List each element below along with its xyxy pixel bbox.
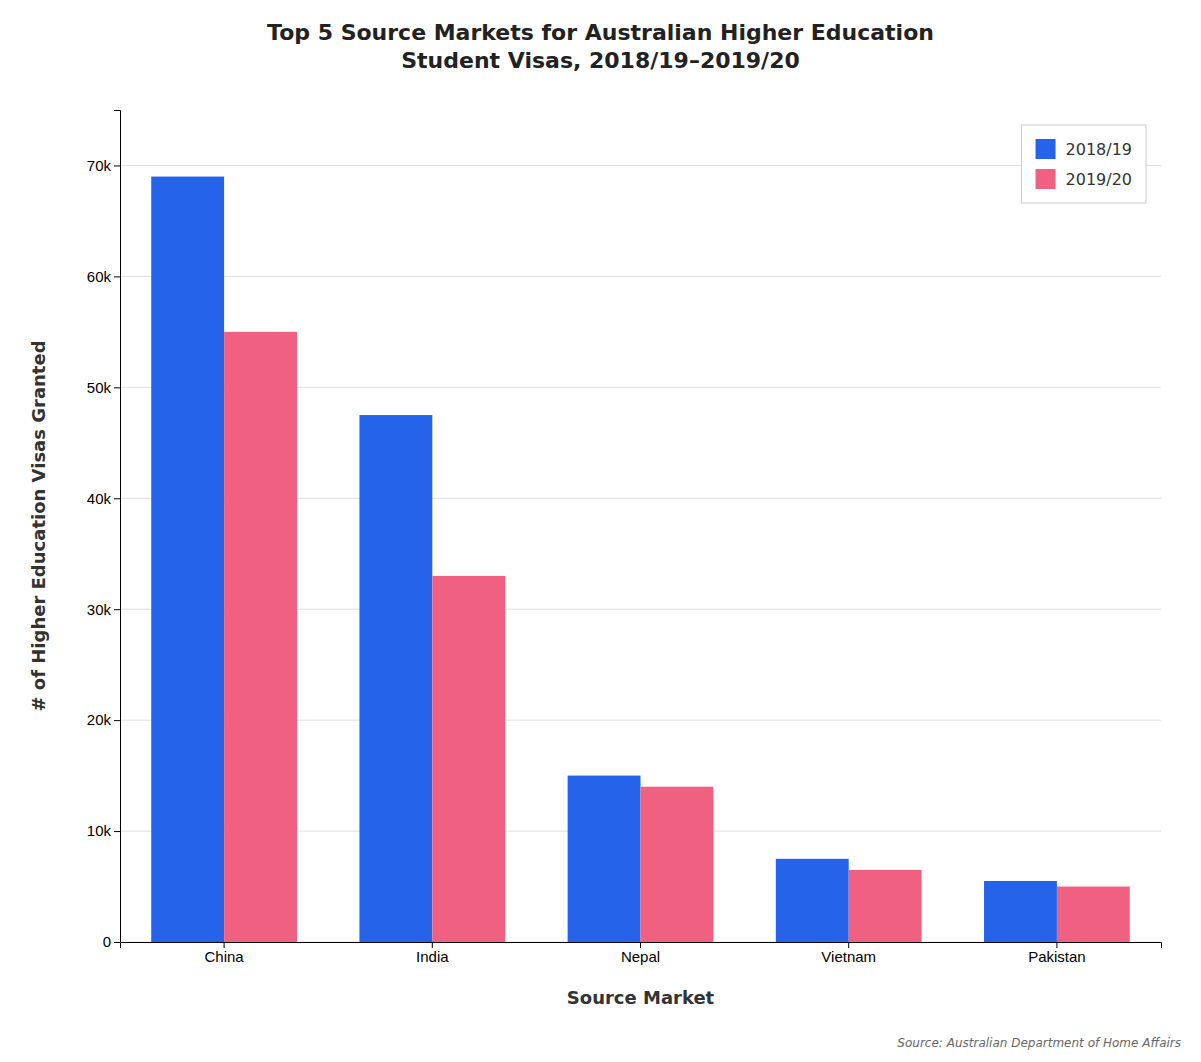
legend-label: 2018/19	[1066, 140, 1132, 159]
bar	[224, 332, 297, 942]
bar	[432, 576, 505, 942]
x-tick: India	[416, 942, 449, 965]
y-tick-mark	[114, 942, 120, 943]
y-tick: 30k	[87, 601, 120, 618]
y-tick-label: 10k	[87, 822, 112, 839]
y-axis-line	[114, 111, 121, 943]
legend-item: 2018/19	[1036, 139, 1132, 159]
y-tick: 70k	[87, 157, 120, 174]
y-tick-label: 0	[103, 933, 111, 950]
grid	[120, 165, 1161, 942]
y-tick-mark	[114, 276, 120, 277]
bar	[359, 415, 432, 942]
y-tick: 60k	[87, 268, 120, 285]
y-tick-mark	[114, 720, 120, 721]
y-tick-label: 50k	[87, 379, 112, 396]
y-tick: 0	[103, 933, 120, 950]
bar	[849, 870, 922, 942]
x-tick: Pakistan	[1028, 942, 1086, 965]
grid-line	[120, 165, 1161, 166]
y-tick-label: 20k	[87, 711, 112, 728]
bar	[984, 881, 1057, 942]
x-tick-label: India	[416, 948, 449, 965]
legend-box	[1022, 125, 1146, 203]
bar	[1057, 887, 1130, 942]
y-tick-mark	[114, 609, 120, 610]
x-tick: China	[204, 942, 244, 965]
bar	[151, 177, 224, 942]
bar-series	[224, 332, 1130, 942]
y-tick-mark	[114, 498, 120, 499]
y-tick: 50k	[87, 379, 120, 396]
bar	[568, 776, 641, 942]
bar	[776, 859, 849, 942]
x-tick-label: Nepal	[621, 948, 660, 965]
x-tick-label: Vietnam	[821, 948, 876, 965]
y-tick-mark	[114, 831, 120, 832]
chart: 0 10k 20k 30k 40k 50k 60k 70k China India Nepal Vie…	[0, 0, 1201, 1062]
legend-swatch	[1036, 139, 1056, 159]
bar	[641, 787, 714, 942]
y-tick: 10k	[87, 822, 120, 839]
y-tick-label: 70k	[87, 157, 112, 174]
y-tick-label: 40k	[87, 490, 112, 507]
legend-item: 2019/20	[1036, 169, 1132, 189]
y-axis-title: # of Higher Education Visas Granted	[28, 340, 49, 711]
x-tick: Vietnam	[821, 942, 876, 965]
y-axis: 0 10k 20k 30k 40k 50k 60k 70k	[87, 111, 121, 951]
legend-swatch	[1036, 169, 1056, 189]
y-tick: 40k	[87, 490, 120, 507]
plot: 0 10k 20k 30k 40k 50k 60k 70k China India Nepal Vie…	[87, 111, 1162, 965]
title: Top 5 Source Markets for Australian High…	[267, 20, 934, 73]
y-tick: 20k	[87, 711, 120, 728]
legend-label: 2019/20	[1066, 170, 1132, 189]
legend: 2018/19 2019/20	[1022, 125, 1146, 203]
x-tick: Nepal	[621, 942, 660, 965]
y-tick-mark	[114, 165, 120, 166]
x-tick-label: Pakistan	[1028, 948, 1086, 965]
bar-series	[151, 177, 1057, 942]
y-tick-label: 30k	[87, 601, 112, 618]
x-tick-label: China	[204, 948, 244, 965]
grid-line	[120, 276, 1161, 277]
x-axis: China India Nepal Vietnam Pakistan	[121, 942, 1162, 965]
y-tick-mark	[114, 387, 120, 388]
y-tick-label: 60k	[87, 268, 112, 285]
x-axis-title: Source Market	[567, 987, 715, 1008]
bars	[151, 177, 1130, 942]
source-note: Source: Australian Department of Home Af…	[897, 1036, 1181, 1050]
